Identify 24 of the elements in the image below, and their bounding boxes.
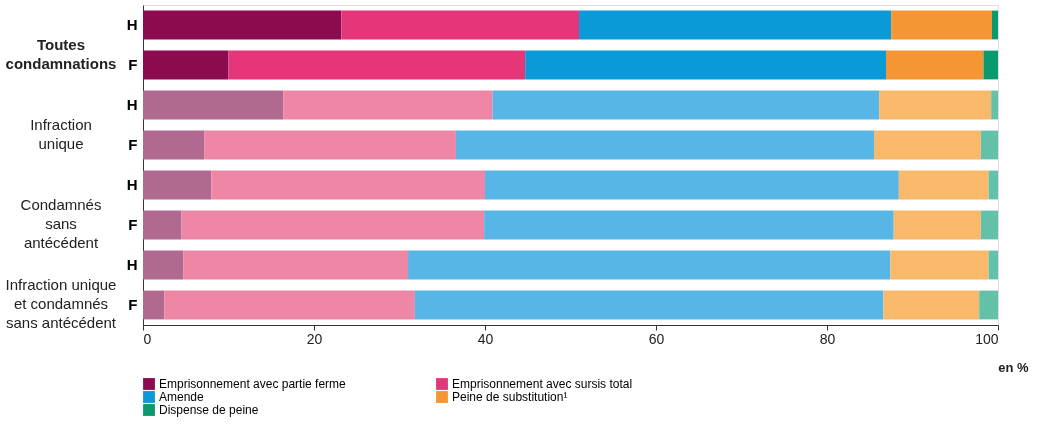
y-tick-label: H [126, 176, 138, 193]
x-tick-label: 40 [477, 330, 494, 347]
y-tick-label: H [126, 96, 138, 113]
text: Infraction unique et condamnés sans antécédent [5, 276, 117, 331]
text: Toutes condamnations [5, 36, 117, 72]
x-tick-label: 20 [306, 330, 323, 347]
y-tick-label: F [128, 136, 138, 153]
text: Condamnés sans antécédent [20, 196, 102, 251]
y-tick-label: F [128, 216, 138, 233]
legend-label: Peine de substitution¹ [452, 390, 568, 404]
y-tick-label: H [126, 256, 138, 273]
x-tick-label: 80 [819, 330, 836, 347]
x-tick-label: 100 [975, 330, 999, 347]
x-tick-label: 0 [143, 330, 152, 347]
legend-label: Emprisonnement avec partie ferme [159, 377, 347, 391]
y-tick-label: F [128, 56, 138, 73]
text: Infraction unique [30, 116, 92, 152]
y-tick-label: F [128, 296, 138, 313]
y-tick-label: H [126, 16, 138, 33]
x-tick-label: 60 [648, 330, 665, 347]
x-axis-title: en % [998, 359, 1029, 375]
legend-label: Dispense de peine [159, 403, 259, 417]
legend-label: Emprisonnement avec sursis total [452, 377, 633, 391]
legend-label: Amende [159, 390, 205, 404]
